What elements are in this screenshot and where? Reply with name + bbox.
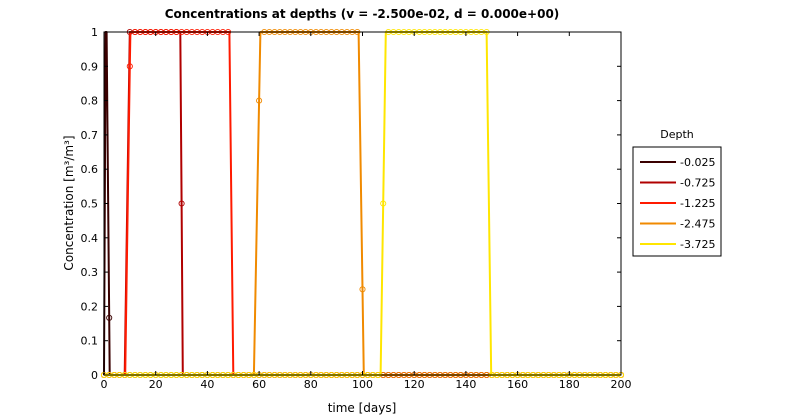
x-tick-label: 120 <box>404 378 425 391</box>
legend-label: -1.225 <box>680 197 715 210</box>
x-tick-label: 80 <box>304 378 318 391</box>
y-axis-ticks: 0 0.1 0.2 0.3 0.4 0.5 0.6 0.7 0.8 0.9 1 <box>81 26 621 382</box>
chart-title: Concentrations at depths (v = -2.500e-02… <box>165 7 560 21</box>
y-tick-label: 1 <box>91 26 98 39</box>
data-point <box>359 286 366 293</box>
x-tick-label: 160 <box>507 378 528 391</box>
x-tick-label: 200 <box>611 378 632 391</box>
y-tick-label: 0.1 <box>81 335 99 348</box>
y-tick-label: 0.8 <box>81 95 99 108</box>
legend-label: -2.475 <box>680 218 715 231</box>
y-tick-label: 0.7 <box>81 129 99 142</box>
x-axis-label: time [days] <box>328 401 397 415</box>
x-axis-ticks: 0 20 40 60 80 100 120 140 160 180 200 <box>101 32 632 391</box>
data-point <box>126 63 133 70</box>
legend-label: -3.725 <box>680 238 715 251</box>
x-tick-label: 60 <box>252 378 266 391</box>
legend-box <box>632 146 722 257</box>
x-tick-label: 0 <box>101 378 108 391</box>
x-tick-label: 100 <box>352 378 373 391</box>
data-point <box>256 97 263 104</box>
y-tick-label: 0.9 <box>81 60 99 73</box>
legend-items: -0.025 -0.725 -1.225 -2.475 -3.725 <box>640 156 715 251</box>
x-tick-label: 140 <box>455 378 476 391</box>
x-tick-label: 180 <box>559 378 580 391</box>
y-tick-label: 0 <box>91 369 98 382</box>
x-tick-label: 40 <box>200 378 214 391</box>
data-point <box>178 200 185 207</box>
x-tick-label: 20 <box>149 378 163 391</box>
y-tick-label: 0.4 <box>81 232 99 245</box>
legend-label: -0.725 <box>680 177 715 190</box>
y-tick-label: 0.3 <box>81 266 99 279</box>
legend-title: Depth <box>660 128 694 141</box>
data-point <box>106 314 113 321</box>
data-point <box>380 200 387 207</box>
y-axis-label: Concentration [m³/m³] <box>62 135 76 270</box>
y-tick-label: 0.5 <box>81 198 99 211</box>
y-tick-label: 0.2 <box>81 300 99 313</box>
legend-label: -0.025 <box>680 156 715 169</box>
y-tick-label: 0.6 <box>81 163 99 176</box>
